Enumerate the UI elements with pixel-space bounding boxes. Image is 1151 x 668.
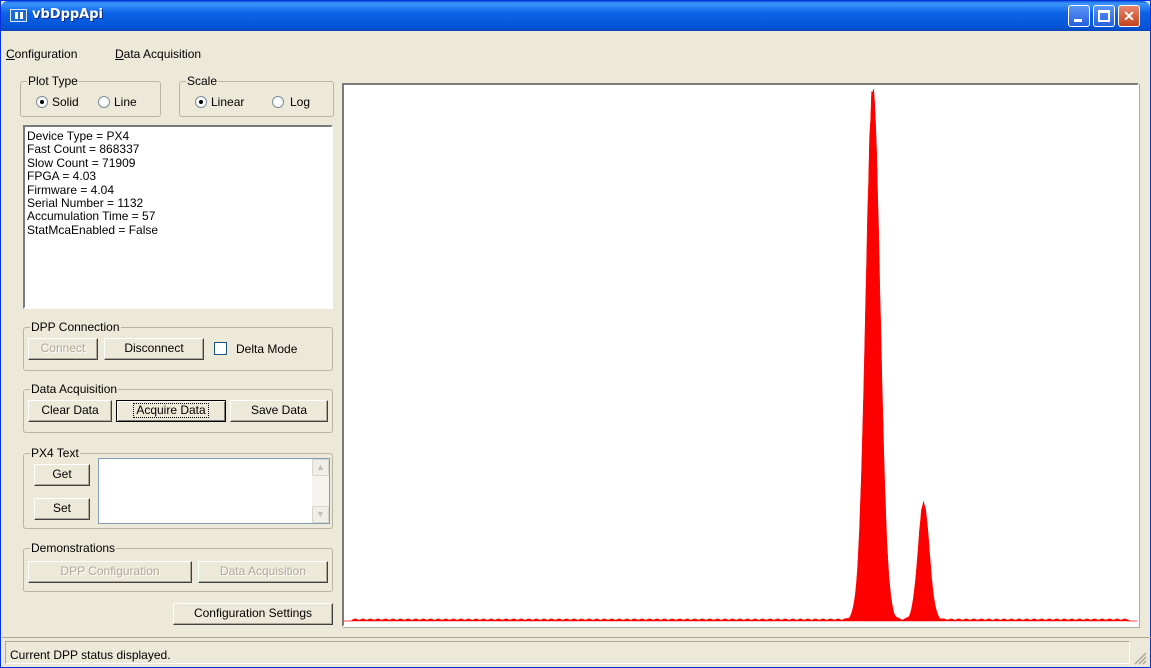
dpp-configuration-button[interactable]: DPP Configuration [28,561,192,583]
plot-solid-label[interactable]: Solid [52,95,79,109]
minimize-button[interactable] [1068,5,1090,27]
plot-type-title: Plot Type [27,74,79,88]
menu-configuration-label: onfiguration [14,47,78,61]
demo-data-acquisition-button[interactable]: Data Acquisition [198,561,328,583]
disconnect-button[interactable]: Disconnect [104,338,204,360]
window-title: vbDppApi [32,7,104,22]
info-firmware: Firmware = 4.04 [27,182,115,197]
app-icon [10,9,27,22]
delta-mode-checkbox[interactable] [214,342,227,355]
info-serial-number: Serial Number = 1132 [27,196,144,211]
resize-grip-icon[interactable] [1133,651,1147,665]
status-panel: Current DPP status displayed. [5,641,1130,664]
px4-text-group: PX4 Text Get Set ▲ ▼ [23,446,333,529]
title-bar[interactable]: vbDppApi ✕ [1,1,1150,31]
info-accumulation-time: Accumulation Time = 57 [27,209,156,224]
plot-type-group: Plot Type Solid Line [20,74,161,117]
plot-solid-radio[interactable] [36,96,48,108]
scale-linear-label[interactable]: Linear [211,95,245,109]
delta-mode-label[interactable]: Delta Mode [236,342,298,356]
device-info-textbox[interactable]: Device Type = PX4 Fast Count = 868337 Sl… [23,125,333,309]
acquire-data-button[interactable]: Acquire Data [116,400,226,422]
spectrum-plot[interactable] [342,83,1139,627]
data-acquisition-group: Data Acquisition Clear Data Acquire Data… [23,382,333,433]
menu-data-acquisition-label: ata Acquisition [123,47,202,61]
scale-linear-radio[interactable] [195,96,207,108]
px4-text-input[interactable]: ▲ ▼ [98,458,330,524]
info-device-type: Device Type = PX4 [27,129,130,143]
get-button[interactable]: Get [34,464,90,486]
clear-data-button[interactable]: Clear Data [28,400,112,422]
scale-title: Scale [186,74,219,88]
configuration-settings-button[interactable]: Configuration Settings [173,603,333,625]
scroll-up-icon[interactable]: ▲ [312,459,329,476]
info-fast-count: Fast Count = 868337 [27,142,140,157]
scroll-down-icon[interactable]: ▼ [312,506,329,523]
connect-button[interactable]: Connect [28,338,98,360]
menu-data-acquisition-mnemonic: D [115,47,124,61]
plot-line-radio[interactable] [98,96,110,108]
dpp-connection-title: DPP Connection [30,320,121,334]
menu-data-acquisition[interactable]: Data Acquisition [115,47,201,61]
status-bar: Current DPP status displayed. [2,637,1151,667]
info-fpga: FPGA = 4.03 [27,169,97,184]
demonstrations-group: Demonstrations DPP Configuration Data Ac… [23,541,333,592]
px4-text-scrollbar[interactable]: ▲ ▼ [312,459,329,523]
info-slow-count: Slow Count = 71909 [27,155,136,170]
spectrum-area [344,88,1137,622]
save-data-button[interactable]: Save Data [230,400,328,422]
demonstrations-title: Demonstrations [30,541,117,555]
data-acquisition-title: Data Acquisition [30,382,119,396]
scale-log-label[interactable]: Log [290,95,311,109]
scale-log-radio[interactable] [272,96,284,108]
menu-bar: Configuration Data Acquisition [1,45,1150,65]
close-button[interactable]: ✕ [1118,5,1140,27]
dpp-connection-group: DPP Connection Connect Disconnect Delta … [23,320,333,371]
spectrum-chart [344,88,1137,622]
set-button[interactable]: Set [34,498,90,520]
plot-line-label[interactable]: Line [114,95,137,109]
maximize-button[interactable] [1093,5,1115,27]
scale-group: Scale Linear Log [179,74,334,117]
menu-configuration[interactable]: Configuration [6,47,77,61]
acquire-data-label: Acquire Data [133,403,209,418]
px4-text-title: PX4 Text [30,446,80,460]
status-text: Current DPP status displayed. [10,648,171,662]
info-statmca-enabled: StatMcaEnabled = False [27,222,159,237]
menu-configuration-mnemonic: C [6,47,15,61]
